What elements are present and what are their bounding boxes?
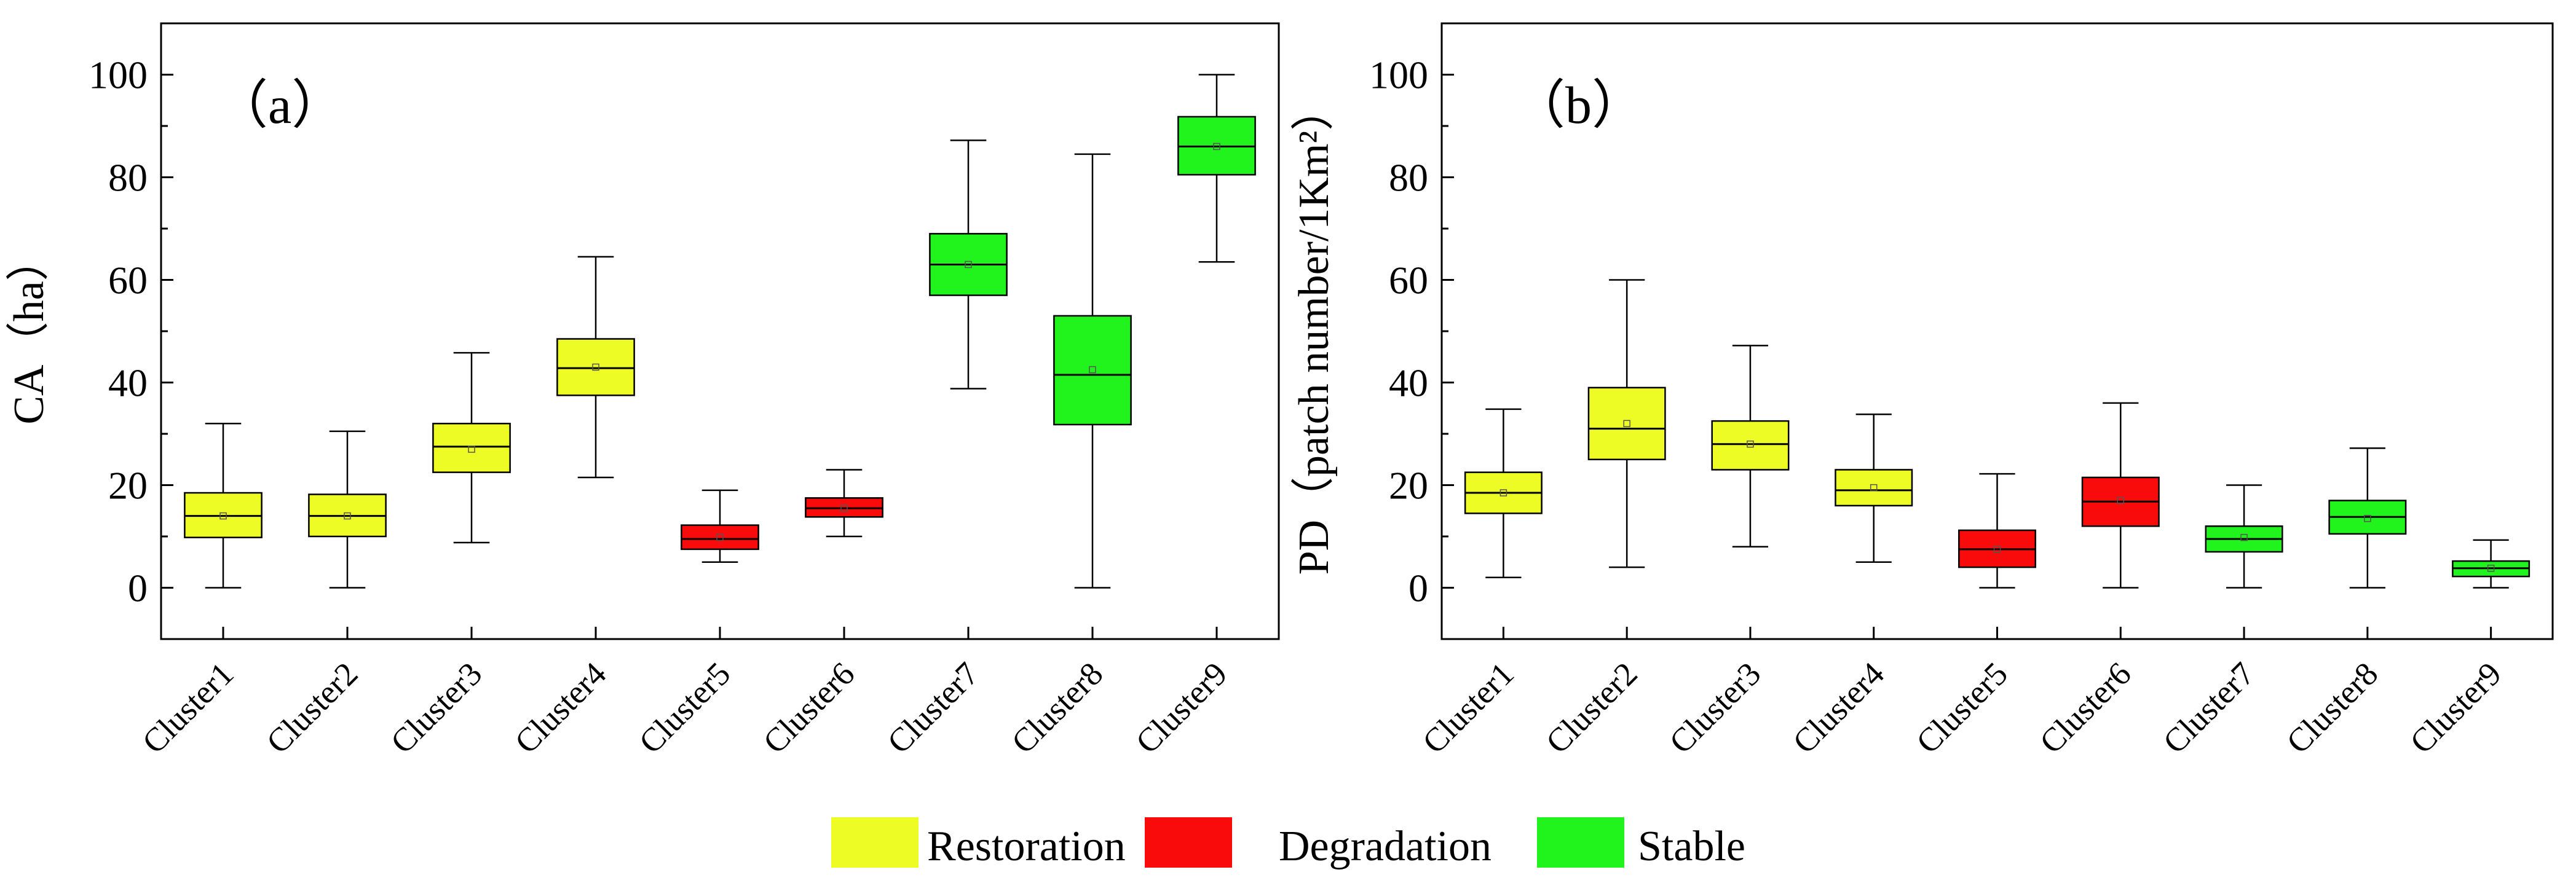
x-tick-label: Cluster2 bbox=[259, 655, 365, 761]
panel-b-chart: 0 20 40 60 80 100 PD（patch number/1Km²） （b） Clus… bbox=[1290, 22, 2554, 761]
x-tick-label: Cluster8 bbox=[2279, 655, 2385, 761]
y-tick-label: 100 bbox=[1369, 53, 1428, 97]
mean-marker bbox=[1213, 143, 1220, 151]
mean-marker bbox=[592, 363, 599, 371]
box-cluster7 bbox=[929, 139, 1008, 390]
box-cluster9 bbox=[2452, 539, 2531, 589]
mean-marker bbox=[1993, 546, 2001, 553]
box-iqr bbox=[1587, 387, 1666, 460]
legend-label: Stable bbox=[1638, 823, 1745, 870]
x-tick-label: Cluster4 bbox=[1785, 655, 1891, 761]
y-tick-label: 20 bbox=[1389, 464, 1428, 508]
y-tick-label: 60 bbox=[1389, 259, 1428, 302]
box-cluster8 bbox=[1053, 153, 1132, 589]
box-iqr bbox=[681, 524, 759, 551]
box-cluster5 bbox=[681, 489, 759, 563]
y-tick-label: 0 bbox=[1409, 567, 1428, 610]
legend-label: Degradation bbox=[1279, 823, 1491, 870]
x-tick-label: Cluster4 bbox=[508, 655, 614, 761]
mean-marker bbox=[1870, 484, 1878, 492]
mean-marker bbox=[2240, 533, 2248, 541]
legend-swatch bbox=[831, 817, 919, 868]
mean-marker bbox=[2364, 515, 2371, 522]
x-tick-label: Cluster5 bbox=[1909, 655, 2015, 761]
box-iqr bbox=[1053, 315, 1132, 426]
y-tick-label: 60 bbox=[108, 259, 148, 302]
x-tick-label: Cluster6 bbox=[2033, 655, 2138, 761]
y-tick-label: 100 bbox=[89, 53, 148, 97]
legend-item-stable: Stable bbox=[1537, 817, 1745, 870]
x-tick-label: Cluster9 bbox=[1129, 655, 1235, 761]
box-cluster4 bbox=[556, 256, 635, 479]
y-tick-label: 40 bbox=[108, 361, 148, 405]
x-tick-label: Cluster2 bbox=[1539, 655, 1645, 761]
box-cluster3 bbox=[1711, 345, 1790, 547]
legend-label: Restoration bbox=[927, 823, 1126, 870]
legend-swatch bbox=[1537, 817, 1624, 868]
box-iqr bbox=[1711, 420, 1790, 471]
box-cluster6 bbox=[2081, 402, 2160, 589]
box-cluster2 bbox=[308, 430, 387, 589]
y-tick-label: 0 bbox=[128, 567, 148, 610]
x-tick-label: Cluster5 bbox=[632, 655, 738, 761]
box-cluster1 bbox=[184, 423, 263, 589]
box-iqr bbox=[556, 338, 635, 396]
box-cluster8 bbox=[2328, 447, 2407, 589]
mean-marker bbox=[840, 504, 848, 512]
box-iqr bbox=[432, 423, 511, 473]
box-cluster7 bbox=[2205, 484, 2283, 589]
box-iqr bbox=[1835, 469, 1913, 507]
mean-marker bbox=[1747, 440, 1754, 448]
panel-label: （a） bbox=[215, 76, 344, 135]
mean-marker bbox=[344, 512, 351, 520]
mean-marker bbox=[1623, 420, 1630, 428]
x-tick-label: Cluster6 bbox=[756, 655, 862, 761]
mean-marker bbox=[1089, 366, 1096, 374]
y-axis-title: PD（patch number/1Km²） bbox=[1290, 88, 1338, 575]
x-tick-label: Cluster1 bbox=[135, 655, 241, 761]
y-tick-label: 80 bbox=[1389, 156, 1428, 200]
y-axis-title: CA（ha） bbox=[6, 238, 53, 424]
mean-marker bbox=[965, 261, 972, 269]
mean-marker bbox=[468, 445, 475, 453]
x-tick-label: Cluster7 bbox=[880, 655, 986, 761]
legend-swatch bbox=[1145, 817, 1232, 868]
mean-marker bbox=[1499, 489, 1507, 496]
box-cluster9 bbox=[1177, 74, 1256, 263]
legend-item-restoration: Restoration bbox=[831, 817, 1126, 870]
panel-label: （b） bbox=[1512, 76, 1645, 135]
box-cluster3 bbox=[432, 351, 511, 544]
y-tick-label: 80 bbox=[108, 156, 148, 200]
legend: Restoration Degradation Stable bbox=[831, 817, 1745, 870]
x-tick-label: Cluster7 bbox=[2156, 655, 2262, 761]
mean-marker bbox=[2487, 565, 2495, 572]
mean-marker bbox=[219, 512, 227, 520]
mean-marker bbox=[716, 533, 724, 541]
legend-item-degradation: Degradation bbox=[1145, 817, 1491, 870]
x-tick-label: Cluster1 bbox=[1415, 655, 1521, 761]
x-tick-label: Cluster3 bbox=[1662, 655, 1768, 761]
x-tick-label: Cluster3 bbox=[384, 655, 489, 761]
box-cluster2 bbox=[1587, 279, 1666, 568]
x-tick-label: Cluster8 bbox=[1005, 655, 1110, 761]
box-cluster5 bbox=[1958, 473, 2036, 589]
x-tick-label: Cluster9 bbox=[2403, 655, 2508, 761]
y-tick-label: 40 bbox=[1389, 361, 1428, 405]
y-tick-label: 20 bbox=[108, 464, 148, 508]
box-cluster6 bbox=[805, 469, 883, 538]
box-cluster1 bbox=[1464, 408, 1543, 579]
box-cluster4 bbox=[1835, 414, 1913, 563]
mean-marker bbox=[2117, 496, 2125, 504]
